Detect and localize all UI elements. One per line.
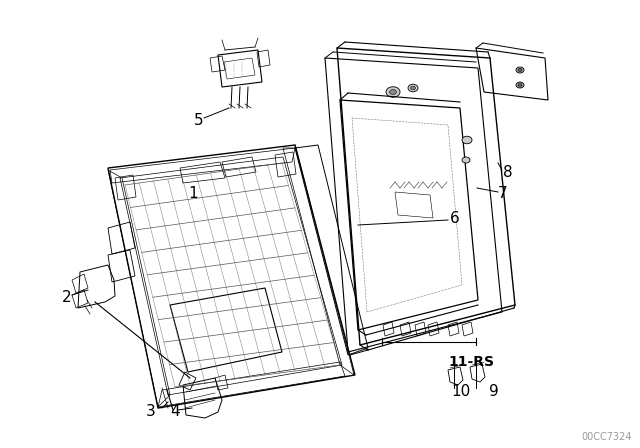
Text: 10: 10: [451, 384, 470, 400]
Ellipse shape: [518, 69, 522, 72]
Ellipse shape: [410, 86, 415, 90]
Text: 2: 2: [62, 290, 72, 306]
Text: 3: 3: [146, 405, 156, 419]
Ellipse shape: [462, 136, 472, 144]
Ellipse shape: [518, 83, 522, 86]
Text: 7: 7: [498, 185, 508, 201]
Text: 11-RS: 11-RS: [448, 355, 494, 369]
Text: 1: 1: [188, 185, 198, 201]
Text: 6: 6: [450, 211, 460, 225]
Ellipse shape: [462, 157, 470, 163]
Text: 5: 5: [194, 112, 204, 128]
Text: 4: 4: [170, 405, 180, 419]
Ellipse shape: [408, 84, 418, 92]
Ellipse shape: [516, 67, 524, 73]
Ellipse shape: [390, 90, 397, 95]
Text: 9: 9: [489, 384, 499, 400]
Text: 8: 8: [503, 164, 513, 180]
Ellipse shape: [516, 82, 524, 88]
Ellipse shape: [386, 87, 400, 97]
Text: 00CC7324: 00CC7324: [582, 432, 632, 442]
